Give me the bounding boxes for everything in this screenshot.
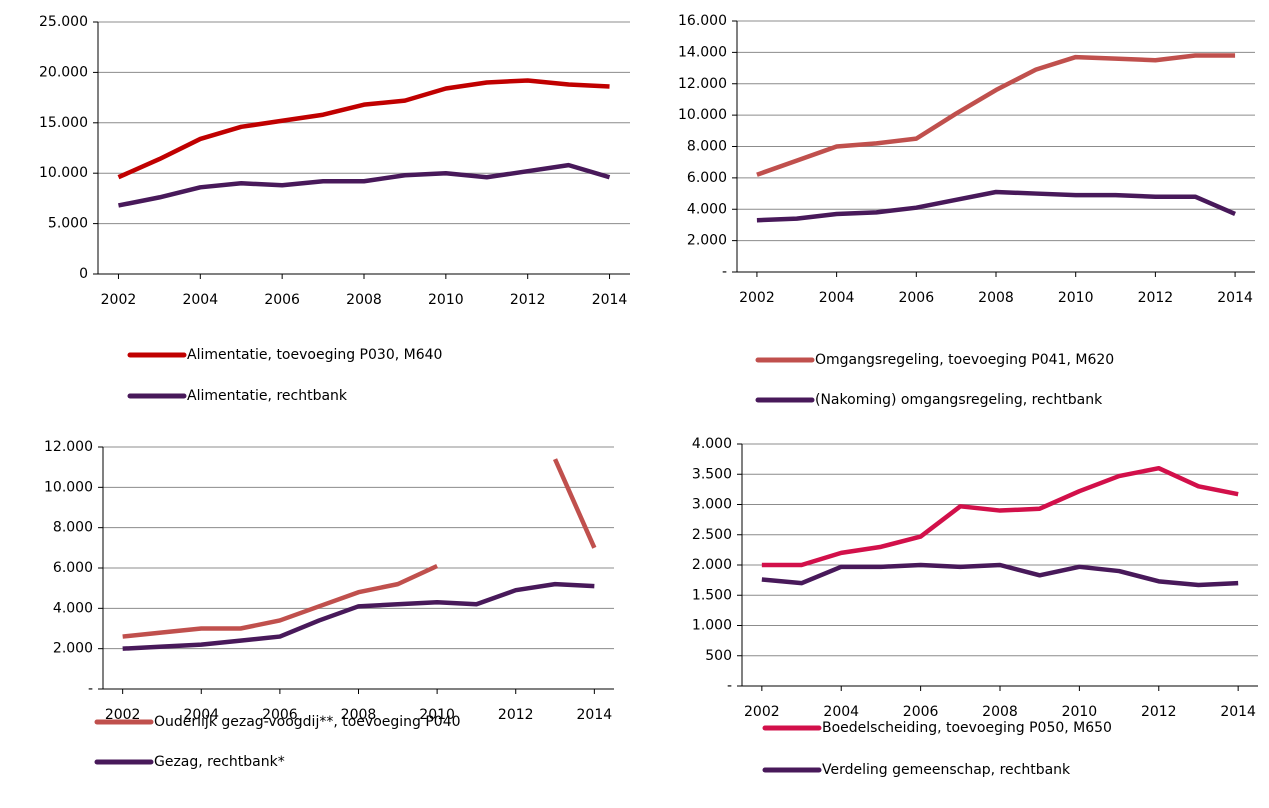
x-tick-label: 2002 — [101, 292, 137, 308]
legend-label: Boedelscheiding, toevoeging P050, M650 — [822, 720, 1112, 736]
y-tick-label: 10.000 — [678, 107, 727, 123]
y-tick-label: 15.000 — [39, 115, 88, 131]
y-tick-label: 4.000 — [53, 600, 93, 616]
y-tick-label: 10.000 — [44, 479, 93, 495]
x-tick-label: 2010 — [419, 707, 455, 723]
y-tick-label: 3.500 — [692, 466, 732, 482]
y-tick-label: - — [88, 681, 93, 697]
y-tick-label: 5.000 — [48, 216, 88, 232]
x-tick-label: 2008 — [982, 704, 1018, 720]
y-tick-label: 12.000 — [44, 439, 93, 455]
y-tick-label: 12.000 — [678, 76, 727, 92]
series-line — [122, 581, 595, 651]
series-line — [117, 78, 610, 180]
y-tick-label: 0 — [79, 266, 88, 282]
x-tick-label: 2004 — [182, 292, 218, 308]
y-tick-label: - — [727, 678, 732, 694]
y-tick-label: 25.000 — [39, 14, 88, 30]
y-tick-label: 8.000 — [687, 139, 727, 155]
y-tick-label: 14.000 — [678, 44, 727, 60]
y-tick-label: 10.000 — [39, 165, 88, 181]
x-tick-label: 2006 — [264, 292, 300, 308]
y-tick-label: 4.000 — [687, 201, 727, 217]
legend-label: Verdeling gemeenschap, rechtbank — [822, 762, 1071, 778]
series-line — [756, 53, 1236, 177]
y-tick-label: 8.000 — [53, 520, 93, 536]
series-line — [118, 162, 611, 208]
x-tick-label: 2014 — [1220, 704, 1256, 720]
x-tick-label: 2004 — [823, 704, 859, 720]
y-tick-label: 16.000 — [678, 13, 727, 29]
legend-label: Gezag, rechtbank* — [154, 754, 285, 770]
legend-label: Alimentatie, toevoeging P030, M640 — [187, 347, 442, 363]
x-tick-label: 2012 — [498, 707, 534, 723]
y-tick-label: 20.000 — [39, 64, 88, 80]
x-tick-label: 2012 — [510, 292, 546, 308]
x-tick-label: 2010 — [428, 292, 464, 308]
x-tick-label: 2008 — [978, 290, 1014, 306]
legend-label: (Nakoming) omgangsregeling, rechtbank — [815, 392, 1103, 408]
series-line — [761, 465, 1239, 568]
legend-label: Omgangsregeling, toevoeging P041, M620 — [815, 352, 1114, 368]
x-tick-label: 2008 — [341, 707, 377, 723]
y-tick-label: 6.000 — [53, 560, 93, 576]
y-tick-label: 1.000 — [692, 618, 732, 634]
x-tick-label: 2010 — [1058, 290, 1094, 306]
series-line — [761, 562, 1239, 588]
x-tick-label: 2014 — [592, 292, 628, 308]
x-tick-label: 2002 — [744, 704, 780, 720]
y-tick-label: 1.500 — [692, 587, 732, 603]
x-tick-label: 2012 — [1141, 704, 1177, 720]
y-tick-label: 2.000 — [692, 557, 732, 573]
x-tick-label: 2012 — [1138, 290, 1174, 306]
x-tick-label: 2014 — [577, 707, 613, 723]
x-tick-label: 2002 — [105, 707, 141, 723]
y-tick-label: 2.000 — [687, 233, 727, 249]
series-line — [122, 458, 597, 639]
y-tick-label: 2.500 — [692, 527, 732, 543]
legend-label: Alimentatie, rechtbank — [187, 388, 348, 404]
y-tick-label: 4.000 — [692, 436, 732, 452]
y-tick-label: - — [722, 264, 727, 280]
x-tick-label: 2010 — [1062, 704, 1098, 720]
x-tick-label: 2004 — [183, 707, 219, 723]
y-tick-label: 500 — [705, 648, 732, 664]
legend-label: Ouderlijk gezag-voogdij**, toevoeging P0… — [154, 714, 461, 730]
x-tick-label: 2002 — [739, 290, 775, 306]
x-tick-label: 2008 — [346, 292, 382, 308]
y-tick-label: 2.000 — [53, 641, 93, 657]
x-tick-label: 2006 — [262, 707, 298, 723]
series-line — [756, 189, 1236, 223]
y-tick-label: 6.000 — [687, 170, 727, 186]
x-tick-label: 2006 — [898, 290, 934, 306]
x-tick-label: 2004 — [819, 290, 855, 306]
x-tick-label: 2014 — [1217, 290, 1253, 306]
x-tick-label: 2006 — [903, 704, 939, 720]
y-tick-label: 3.000 — [692, 497, 732, 513]
